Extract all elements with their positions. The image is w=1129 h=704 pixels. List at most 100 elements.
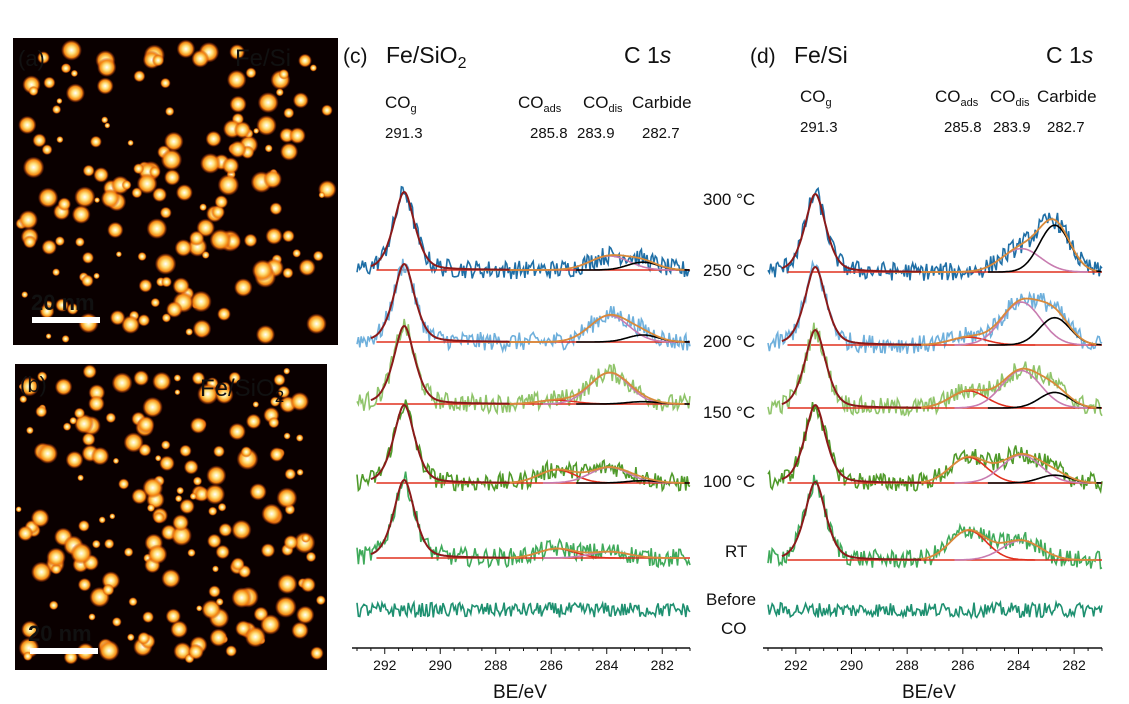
peak-label-cog-c: COg [385,93,417,115]
stm-particle [19,395,28,404]
stm-particle [260,543,276,558]
stm-particle [37,187,59,208]
spectrum-0 [356,185,691,280]
stm-particle [217,307,231,321]
fit-co-gas [370,263,510,343]
stm-particle [318,191,326,199]
stm-particle [133,70,146,83]
stm-particle [75,237,85,247]
stm-particle [60,63,71,74]
stm-particle [204,484,226,505]
stm-particle [96,77,114,95]
stm-particle [257,92,279,114]
stm-particle [315,595,326,606]
fit-envelope [481,466,685,484]
stm-particle [37,443,58,464]
stm-particle [234,278,253,297]
spectrum-0 [767,186,1103,281]
stm-particle [111,617,122,627]
stm-particle [217,174,240,196]
x-tick-label: 288 [484,657,508,673]
stm-particle [104,538,115,549]
stm-particle [174,494,183,503]
scale-bar-a-label: 20 nm [31,290,95,315]
panel-a-label: (a) [18,46,45,71]
stm-particle [256,115,277,136]
stm-particle [46,547,66,568]
stm-particle [291,621,309,640]
stm-particle [74,186,96,208]
panel-c-title-sub: 2 [458,55,467,72]
x-tick-label: 292 [784,657,808,673]
stm-particle [301,533,311,543]
fit-component-co-dis [954,454,1089,484]
fit-envelope [893,367,1097,409]
fit-co-gas [370,479,510,559]
stm-particle [142,477,164,499]
panel-c-region-main: C 1 [624,42,660,68]
spectrum-1 [767,259,1103,354]
panel-c-title-main: Fe/SiO [386,42,458,68]
spectrum-5 [767,599,1103,620]
stm-particle [70,69,79,78]
peak-be-carbide-c: 282.7 [642,125,680,142]
stm-particle [282,229,295,243]
stm-particle [276,487,298,509]
spectrum-data-line [356,258,691,354]
panel-a-sample: Fe/Si [235,45,291,72]
peak-label-codis-d: COdis [990,87,1030,109]
peak-label-coads-d: COads [935,87,979,109]
stm-particle [52,268,61,277]
stm-particle [273,373,286,386]
stm-particle [142,396,163,418]
x-tick-label: 284 [1007,657,1031,673]
stm-particle [214,195,229,209]
stm-particle [88,395,105,412]
panel-c-label: (c) [343,45,368,68]
stm-particle [192,476,203,486]
stm-particle [282,267,294,279]
peak-labels-c: COg 291.3 COads 285.8 COdis 283.9 Carbid… [385,93,692,142]
stm-particle [222,157,240,175]
spectra-plot-c [356,185,691,619]
peak-be-coads-d: 285.8 [944,119,982,136]
x-tick-label: 282 [651,657,675,673]
stm-particle [151,54,165,67]
stm-particle [191,371,206,385]
stm-particle [31,561,52,583]
stm-particle [174,239,193,257]
stm-particle [290,392,310,411]
panel-c-region: C 1s [624,42,672,68]
stm-particle [121,315,140,334]
stm-particle [305,551,317,563]
spectrum-4 [767,474,1103,570]
stm-particle [165,608,181,624]
stm-particle [229,44,246,60]
stm-particle [189,230,205,246]
stm-particle [245,67,257,79]
panel-c-header: (c) Fe/SiO2 C 1s [343,42,672,72]
stm-particle [283,107,295,119]
stm-particle [161,276,172,288]
stm-particle [296,605,315,625]
stm-particle [187,643,204,660]
stm-particle [97,57,117,77]
stm-particle [137,251,147,262]
x-tick-label: 282 [1062,657,1086,673]
scale-bar-a [32,317,100,323]
x-tick-label: 290 [840,657,864,673]
fit-co-gas [781,329,922,409]
stm-particle [45,333,52,340]
x-axis-label-d: BE/eV [902,682,956,703]
panel-c-region-italic: s [660,42,672,68]
stm-particle [228,371,241,384]
panel-d-header: (d) Fe/Si C 1s [750,42,1094,68]
stm-particle [74,413,94,434]
fit-envelope [893,452,1097,484]
stm-particle [201,599,222,620]
stm-particle [28,85,39,97]
stm-particle [73,407,86,419]
stm-particle [57,197,72,211]
stm-particle [142,611,155,623]
peak-be-coads-c: 285.8 [530,125,568,142]
